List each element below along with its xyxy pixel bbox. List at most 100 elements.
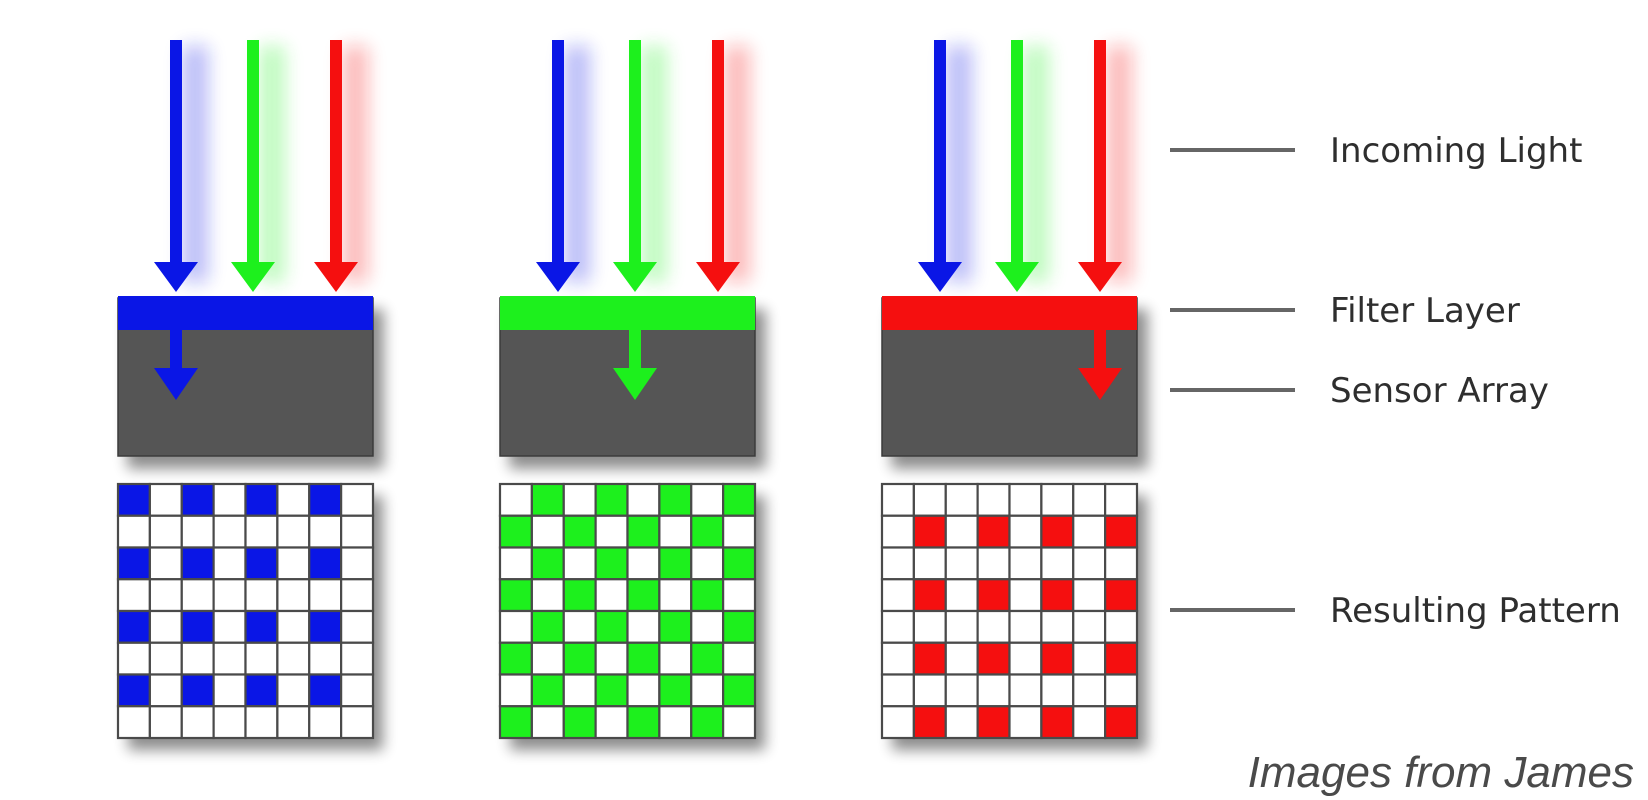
pattern-cell	[116, 514, 151, 549]
incoming-red-arrow	[696, 40, 750, 292]
pattern-cell	[722, 546, 757, 581]
pattern-cell	[1072, 578, 1107, 613]
pattern-cell	[912, 673, 947, 708]
pattern-cell	[212, 546, 247, 581]
pattern-cell	[180, 609, 215, 644]
incoming-green-arrow	[995, 40, 1049, 292]
pattern-cell	[148, 641, 183, 676]
pattern-cell	[1008, 641, 1043, 676]
incoming-light-label: Incoming Light	[1330, 131, 1582, 171]
pattern-cell	[912, 609, 947, 644]
pattern-cell	[148, 546, 183, 581]
pattern-cell	[1104, 705, 1139, 740]
panel-red	[880, 40, 1139, 740]
pattern-cell	[880, 641, 915, 676]
pattern-cell	[1008, 482, 1043, 517]
passed-green-arrow	[613, 318, 657, 400]
pattern-cell	[212, 673, 247, 708]
pattern-cell	[340, 546, 375, 581]
pattern-cell	[1072, 609, 1107, 644]
pattern-cell	[148, 609, 183, 644]
incoming-red-arrow	[314, 40, 368, 292]
pattern-cell	[562, 641, 597, 676]
pattern-cell	[594, 705, 629, 740]
pattern-cell	[658, 482, 693, 517]
pattern-cell	[276, 641, 311, 676]
pattern-cell	[530, 673, 565, 708]
pattern-cell	[1072, 514, 1107, 549]
pattern-cell	[912, 641, 947, 676]
pattern-cell	[690, 641, 725, 676]
pattern-cell	[722, 673, 757, 708]
pattern-cell	[498, 514, 533, 549]
pattern-cell	[530, 482, 565, 517]
pattern-cell	[1040, 546, 1075, 581]
pattern-cell	[308, 673, 343, 708]
incoming-green-arrow	[613, 40, 667, 292]
pattern-cell	[1104, 578, 1139, 613]
pattern-cell	[944, 673, 979, 708]
pattern-cell	[912, 546, 947, 581]
filter-layer-green	[500, 296, 755, 330]
pattern-cell	[1072, 546, 1107, 581]
pattern-cell	[626, 641, 661, 676]
pattern-cell	[626, 705, 661, 740]
pattern-cell	[976, 482, 1011, 517]
pattern-cell	[116, 641, 151, 676]
pattern-cell	[308, 546, 343, 581]
pattern-cell	[880, 546, 915, 581]
pattern-cell	[212, 641, 247, 676]
pattern-cell	[244, 609, 279, 644]
incoming-green-arrow	[231, 40, 285, 292]
pattern-cell	[944, 514, 979, 549]
pattern-cell	[276, 514, 311, 549]
pattern-cell	[212, 705, 247, 740]
pattern-cell	[276, 482, 311, 517]
resulting-pattern-red	[880, 482, 1139, 740]
pattern-cell	[690, 578, 725, 613]
pattern-cell	[1008, 705, 1043, 740]
pattern-cell	[1072, 705, 1107, 740]
filter-layer-label: Filter Layer	[1330, 291, 1520, 331]
pattern-cell	[276, 609, 311, 644]
pattern-cell	[340, 482, 375, 517]
pattern-cell	[530, 546, 565, 581]
pattern-cell	[1104, 641, 1139, 676]
pattern-cell	[562, 514, 597, 549]
pattern-cell	[658, 673, 693, 708]
pattern-cell	[116, 482, 151, 517]
pattern-cell	[308, 705, 343, 740]
pattern-cell	[530, 705, 565, 740]
pattern-cell	[944, 546, 979, 581]
pattern-cell	[690, 673, 725, 708]
pattern-cell	[340, 705, 375, 740]
pattern-cell	[498, 546, 533, 581]
pattern-cell	[562, 705, 597, 740]
pattern-cell	[594, 673, 629, 708]
pattern-cell	[180, 546, 215, 581]
pattern-cell	[244, 482, 279, 517]
pattern-cell	[1008, 609, 1043, 644]
pattern-cell	[308, 514, 343, 549]
pattern-cell	[212, 609, 247, 644]
pattern-cell	[944, 609, 979, 644]
pattern-cell	[976, 578, 1011, 613]
pattern-cell	[340, 641, 375, 676]
pattern-cell	[212, 482, 247, 517]
pattern-cell	[1104, 673, 1139, 708]
pattern-cell	[276, 705, 311, 740]
pattern-cell	[530, 578, 565, 613]
pattern-cell	[594, 482, 629, 517]
pattern-cell	[880, 705, 915, 740]
pattern-cell	[244, 705, 279, 740]
pattern-cell	[308, 609, 343, 644]
pattern-cell	[244, 514, 279, 549]
pattern-cell	[722, 641, 757, 676]
pattern-cell	[1104, 546, 1139, 581]
pattern-cell	[944, 482, 979, 517]
pattern-cell	[308, 641, 343, 676]
pattern-cell	[1040, 482, 1075, 517]
pattern-cell	[1072, 641, 1107, 676]
pattern-cell	[1040, 578, 1075, 613]
pattern-cell	[912, 482, 947, 517]
